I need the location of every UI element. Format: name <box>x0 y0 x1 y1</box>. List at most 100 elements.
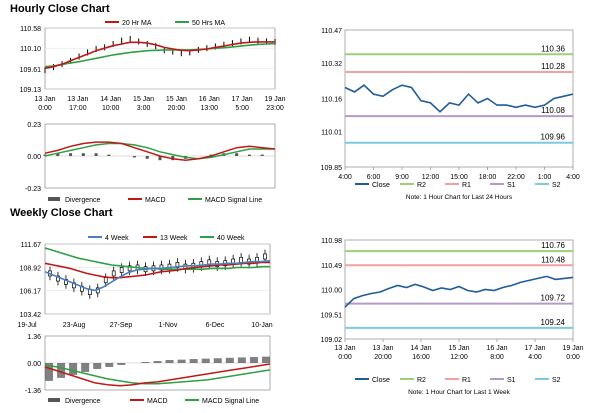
x-tick-label: 0:00 <box>38 105 52 112</box>
legend-divergence: Divergence <box>65 197 101 204</box>
level-label-r1: 110.48 <box>541 255 565 264</box>
x-tick-label: 0:00 <box>338 354 352 361</box>
divergence-bar <box>262 356 270 363</box>
divergence-bar <box>81 363 90 372</box>
series-50hr-ma <box>44 42 276 68</box>
hourly-pivot-chart: 110.47 110.32 110.16 110.01 109.85 110.36 110.… <box>321 28 580 201</box>
y-tick-label: 110.98 <box>321 238 342 245</box>
y-tick-label: 110.00 <box>321 288 342 295</box>
y-tick-label: -1.36 <box>25 388 41 395</box>
legend-close: Close <box>372 182 390 189</box>
y-tick-label: 111.67 <box>21 242 41 249</box>
divergence-bar <box>153 361 162 363</box>
x-tick-label: 13 Jan <box>372 345 393 352</box>
divergence-bar <box>117 363 126 365</box>
y-tick-label: 0.00 <box>27 361 41 368</box>
series-close <box>344 84 574 113</box>
legend-r1: R1 <box>462 182 471 189</box>
chart-note: Note: 1 Hour Chart for Last 1 Week <box>408 389 511 396</box>
legend-4-week: 4 Week <box>105 235 129 242</box>
x-tick-label: 3:00 <box>137 105 151 112</box>
legend-s2: S2 <box>552 182 561 189</box>
level-label-s1: 110.08 <box>541 106 565 115</box>
divergence-bar <box>165 360 174 363</box>
divergence-bar <box>213 358 222 363</box>
legend-close: Close <box>372 377 390 384</box>
divergence-bar <box>105 363 114 367</box>
x-tick-label: 6-Dec <box>206 322 225 329</box>
legend-r2: R2 <box>417 377 426 384</box>
y-tick-label: 109.61 <box>20 67 42 74</box>
weekly-pivot-chart: 110.98 110.49 110.00 109.51 109.02 110.76 110.… <box>321 238 584 396</box>
x-tick-label: 19 Jan <box>562 345 583 352</box>
x-tick-label: 18:00 <box>479 174 497 181</box>
y-tick-label: -0.23 <box>25 186 41 193</box>
x-tick-label: 12:00 <box>450 354 468 361</box>
x-tick-label: 22:00 <box>507 174 525 181</box>
y-tick-label: 110.10 <box>20 46 41 53</box>
candle-body <box>239 256 243 263</box>
divergence-bar <box>141 362 150 363</box>
hourly-section-title: Hourly Close Chart <box>10 3 110 15</box>
plot-frame <box>344 29 574 168</box>
series-macd <box>44 141 276 161</box>
chart-note: Note: 1 Hour Chart for Last 24 Hours <box>406 194 513 201</box>
level-label-s1: 109.72 <box>541 294 566 303</box>
divergence-bar <box>45 363 53 381</box>
legend-macd-signal: MACD Signal Line <box>205 197 262 204</box>
x-tick-label: 6:00 <box>367 174 381 181</box>
divergence-bar <box>189 359 198 363</box>
x-tick-label: 0:00 <box>566 354 580 361</box>
y-tick-label: 110.32 <box>321 61 342 68</box>
x-tick-label: 8:00 <box>490 354 504 361</box>
x-tick-label: 4:00 <box>338 174 352 181</box>
legend-r2: R2 <box>417 182 426 189</box>
candle-body <box>111 270 116 277</box>
plot-frame <box>344 239 574 340</box>
x-tick-label: 13 Jan <box>34 96 55 103</box>
x-tick-label: 16 Jan <box>199 96 220 103</box>
legend-divergence-swatch <box>48 398 60 402</box>
x-tick-label: 4:00 <box>566 174 580 181</box>
x-tick-label: 15:00 <box>450 174 468 181</box>
x-tick-label: 14 Jan <box>410 345 431 352</box>
y-tick-label: 110.16 <box>321 97 342 104</box>
x-tick-label: 10:00 <box>102 105 120 112</box>
hourly-macd-chart: 0.23 0.00 -0.23 Divergence MACD MACD Signal L… <box>25 122 276 204</box>
series-macd-signal <box>44 364 271 385</box>
divergence-bar <box>225 357 234 363</box>
y-tick-label: 106.17 <box>20 289 42 296</box>
level-label-r1: 110.28 <box>541 62 565 71</box>
series-4-week <box>44 259 271 292</box>
series-13-week <box>44 261 270 279</box>
legend-divergence: Divergence <box>65 398 101 405</box>
x-tick-label: 10-Jan <box>251 322 273 329</box>
legend-macd: MACD <box>147 398 168 405</box>
divergence-bar <box>177 359 186 363</box>
x-tick-label: 1:00 <box>538 174 552 181</box>
x-tick-label: 4:00 <box>528 354 542 361</box>
legend-macd: MACD <box>145 197 166 204</box>
divergence-bar <box>57 363 66 378</box>
plot-frame <box>44 243 271 315</box>
x-tick-label: 23-Aug <box>63 322 86 329</box>
divergence-bar <box>237 357 246 363</box>
x-tick-label: 1-Nov <box>159 322 178 329</box>
legend-50hr-ma: 50 Hrs MA <box>192 20 225 27</box>
weekly-price-chart: 111.67 108.92 106.17 103.42 4 Week 13 Week 40 … <box>17 235 273 329</box>
series-macd-signal <box>44 142 275 160</box>
candle-body <box>56 275 60 282</box>
legend-s2: S2 <box>552 377 561 384</box>
x-tick-label: 27-Sep <box>110 322 133 329</box>
x-tick-label: 20:00 <box>374 354 392 361</box>
x-tick-label: 13 Jan <box>334 345 355 352</box>
x-tick-label: 16:00 <box>412 354 430 361</box>
x-tick-label: 13 Jan <box>67 96 88 103</box>
legend-divergence-swatch <box>48 197 60 201</box>
y-tick-label: 109.51 <box>321 312 343 319</box>
candle-body <box>127 265 132 272</box>
y-tick-label: 110.49 <box>321 263 342 270</box>
legend-r1: R1 <box>462 377 471 384</box>
y-tick-label: 109.85 <box>321 165 343 172</box>
legend-s1: S1 <box>507 377 516 384</box>
